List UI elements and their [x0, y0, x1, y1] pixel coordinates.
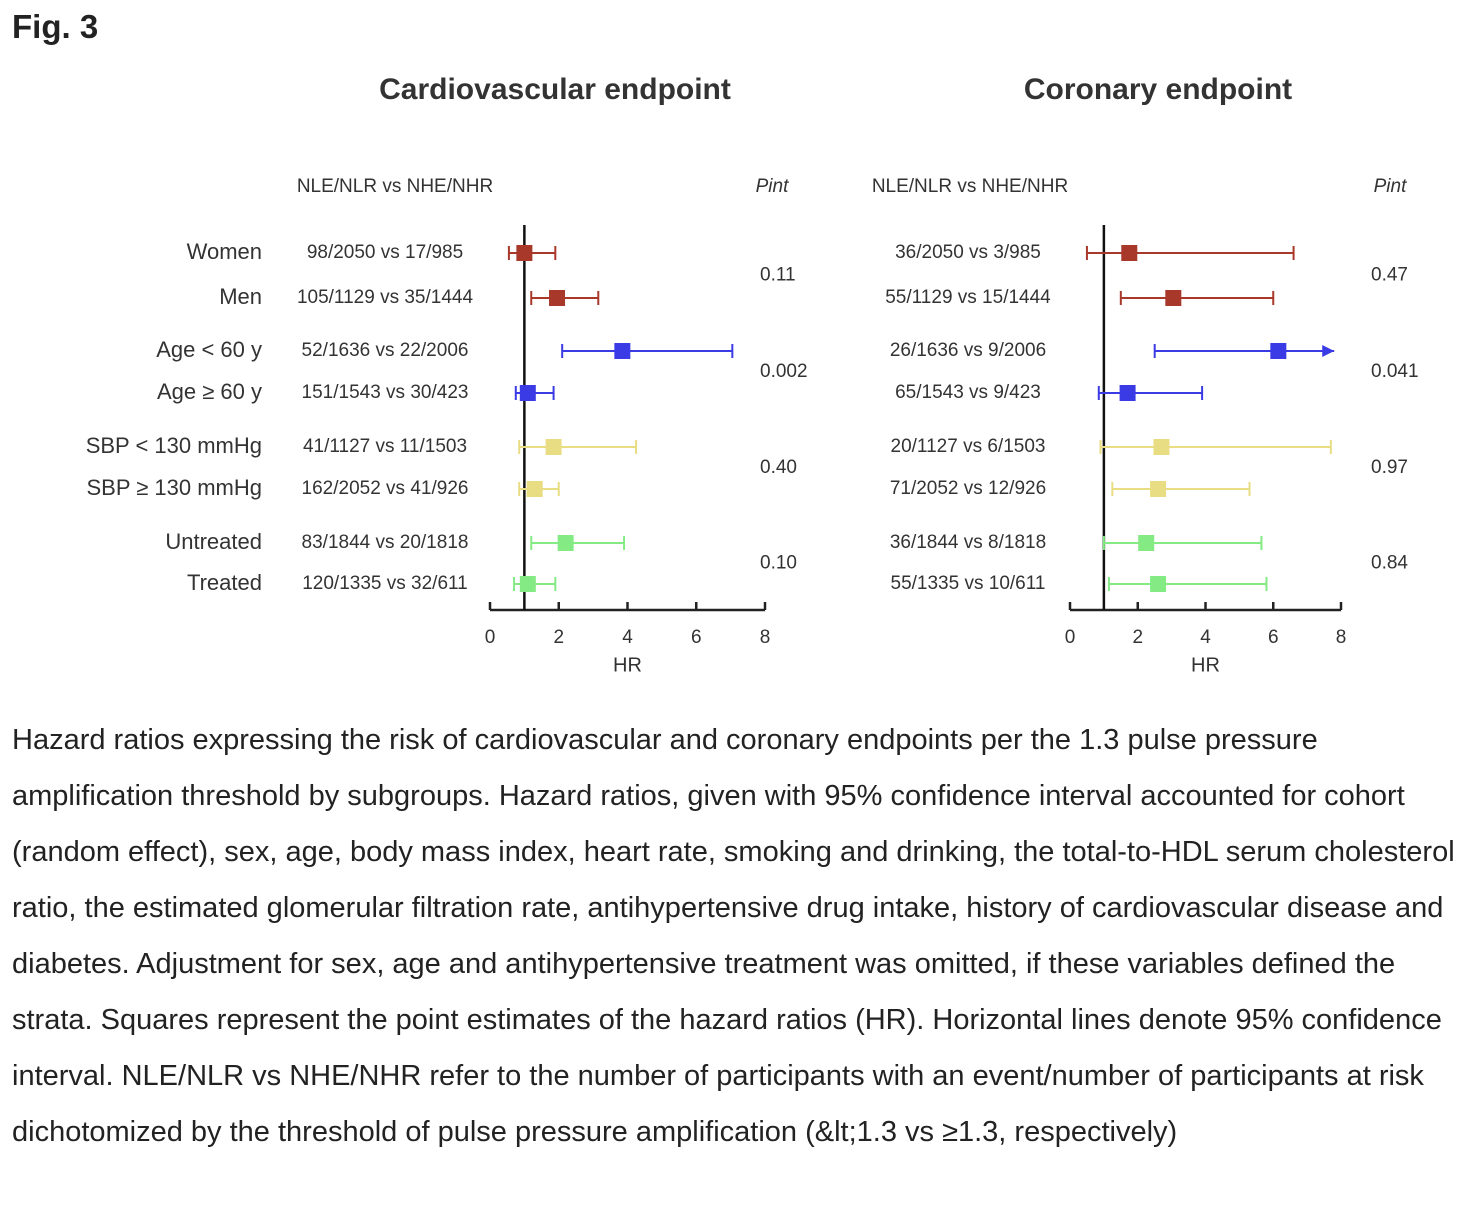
hr-point [1119, 385, 1136, 401]
event-counts: 71/2052 vs 12/926 [890, 478, 1046, 499]
pint-header: Pint [756, 176, 789, 197]
x-tick-label: 8 [1336, 627, 1347, 648]
event-counts: 20/1127 vs 6/1503 [891, 436, 1046, 457]
row-label: SBP ≥ 130 mmHg [86, 475, 262, 500]
row-label: Untreated [165, 529, 262, 554]
x-axis-label: HR [1191, 654, 1220, 676]
x-tick-label: 4 [1200, 627, 1211, 648]
hr-point [1150, 576, 1167, 592]
x-tick-label: 2 [553, 627, 564, 648]
pint-header: Pint [1374, 176, 1407, 197]
row-label: Age < 60 y [156, 337, 262, 362]
pint-value: 0.10 [760, 553, 797, 574]
hr-point [557, 535, 574, 551]
hr-point [545, 439, 562, 455]
row-label: SBP < 130 mmHg [86, 433, 262, 458]
row-label: Treated [187, 570, 262, 595]
hr-point [519, 385, 536, 401]
plot-title: Cardiovascular endpoint [379, 73, 731, 106]
hr-point [519, 576, 536, 592]
pint-value: 0.84 [1371, 553, 1408, 574]
x-tick-label: 8 [760, 627, 771, 648]
pint-value: 0.40 [760, 457, 797, 478]
hr-point [1165, 290, 1182, 306]
x-tick-label: 6 [691, 627, 702, 648]
pint-value: 0.11 [760, 265, 796, 286]
hr-point [1270, 343, 1287, 359]
column-header: NLE/NLR vs NHE/NHR [297, 176, 493, 197]
hr-point [614, 343, 631, 359]
column-header: NLE/NLR vs NHE/NHR [872, 176, 1068, 197]
x-tick-label: 0 [485, 627, 496, 648]
event-counts: 52/1636 vs 22/2006 [302, 340, 469, 361]
x-tick-label: 0 [1065, 627, 1076, 648]
hr-point [516, 245, 533, 261]
event-counts: 26/1636 vs 9/2006 [890, 340, 1046, 361]
event-counts: 36/1844 vs 8/1818 [890, 532, 1046, 553]
x-axis-label: HR [613, 654, 642, 676]
pint-value: 0.47 [1371, 265, 1408, 286]
pint-value: 0.041 [1371, 361, 1419, 382]
row-label: Age ≥ 60 y [157, 379, 262, 404]
x-tick-label: 2 [1132, 627, 1143, 648]
event-counts: 41/1127 vs 11/1503 [303, 436, 467, 457]
x-tick-label: 6 [1268, 627, 1279, 648]
hr-point [1138, 535, 1155, 551]
event-counts: 162/2052 vs 41/926 [302, 478, 469, 499]
event-counts: 151/1543 vs 30/423 [302, 382, 469, 403]
pint-value: 0.97 [1371, 457, 1408, 478]
event-counts: 105/1129 vs 35/1444 [297, 287, 474, 308]
event-counts: 98/2050 vs 17/985 [307, 242, 463, 263]
event-counts: 55/1335 vs 10/611 [891, 573, 1046, 594]
pint-value: 0.002 [760, 361, 808, 382]
plot-title: Coronary endpoint [1024, 73, 1292, 106]
hr-point [1153, 439, 1170, 455]
event-counts: 120/1335 vs 32/611 [302, 573, 468, 594]
event-counts: 55/1129 vs 15/1444 [885, 287, 1051, 308]
hr-point [549, 290, 566, 306]
event-counts: 65/1543 vs 9/423 [895, 382, 1041, 403]
hr-point [1150, 481, 1167, 497]
ci-arrow-high [1322, 345, 1335, 357]
figure: Cardiovascular endpoint NLE/NLR vs NHE/NH… [86, 73, 1419, 676]
event-counts: 83/1844 vs 20/1818 [302, 532, 469, 553]
caption: Hazard ratios expressing the risk of car… [12, 724, 1455, 1148]
row-label: Men [219, 284, 262, 309]
event-counts: 36/2050 vs 3/985 [895, 242, 1041, 263]
hr-point [1121, 245, 1138, 261]
hr-point [526, 481, 543, 497]
x-tick-label: 4 [622, 627, 633, 648]
figure-heading: Fig. 3 [12, 8, 99, 45]
row-label: Women [187, 239, 262, 264]
